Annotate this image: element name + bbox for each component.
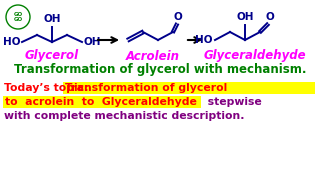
Text: Transformation of glycerol with mechanism.: Transformation of glycerol with mechanis… — [14, 64, 306, 76]
Text: GO
GO: GO GO — [13, 12, 23, 22]
Text: Today’s topic:: Today’s topic: — [4, 83, 92, 93]
FancyBboxPatch shape — [3, 96, 201, 108]
Text: Glyceraldehyde: Glyceraldehyde — [204, 50, 306, 62]
Text: Glycerol: Glycerol — [25, 50, 79, 62]
FancyBboxPatch shape — [63, 82, 315, 94]
Text: OH: OH — [43, 14, 61, 24]
Text: Transformation of glycerol: Transformation of glycerol — [65, 83, 227, 93]
Text: O: O — [266, 12, 274, 22]
Text: HO: HO — [3, 37, 20, 47]
Text: stepwise: stepwise — [204, 97, 262, 107]
Text: with complete mechanistic description.: with complete mechanistic description. — [4, 111, 244, 121]
Text: OH: OH — [83, 37, 100, 47]
Text: OH: OH — [236, 12, 254, 22]
Text: O: O — [174, 12, 182, 22]
Text: Acrolein: Acrolein — [126, 50, 180, 62]
Text: to  acrolein  to  Glyceraldehyde: to acrolein to Glyceraldehyde — [5, 97, 197, 107]
Text: HO: HO — [196, 35, 213, 45]
